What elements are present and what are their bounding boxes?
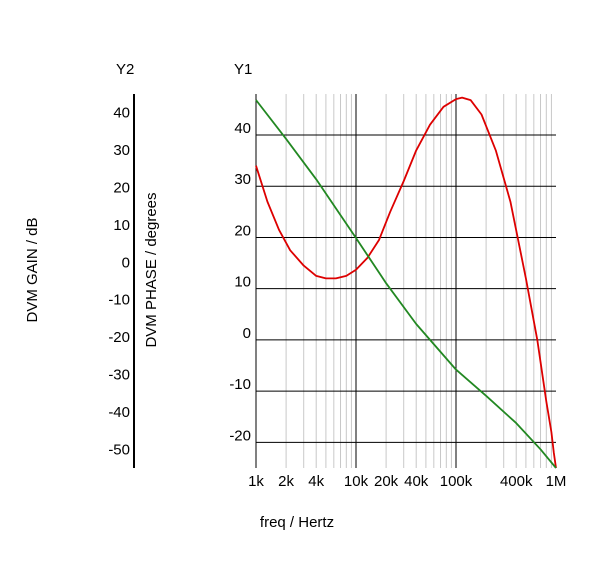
x-tick-label: 10k — [344, 473, 369, 490]
y2-tick-label: -40 — [108, 404, 130, 421]
x-tick-label: 1M — [546, 473, 567, 490]
y1-tick-labels: 40 30 20 10 0 -10 -20 — [229, 120, 251, 444]
y2-axis-label: DVM PHASE / degrees — [143, 192, 160, 347]
y2-tick-label: 30 — [113, 142, 130, 159]
y2-tick-label: -20 — [108, 329, 130, 346]
x-tick-label: 400k — [500, 473, 533, 490]
y1-tick-label: 20 — [234, 222, 251, 239]
x-tick-label: 2k — [278, 473, 294, 490]
y1-tick-label: -10 — [229, 376, 251, 393]
y1-axis-title: Y1 — [234, 61, 252, 78]
x-axis-label: freq / Hertz — [260, 514, 334, 531]
phase-series-line — [255, 99, 557, 469]
y2-tick-label: -30 — [108, 367, 130, 384]
x-tick-labels: 1k 2k 4k 10k 20k 40k 100k 400k 1M — [248, 473, 566, 490]
y2-tick-label: -50 — [108, 441, 130, 458]
y1-tick-label: 40 — [234, 120, 251, 137]
y1-tick-label: 0 — [243, 325, 251, 342]
x-tick-label: 4k — [308, 473, 324, 490]
gain-series-line — [255, 96, 557, 469]
y1-axis-label: DVM GAIN / dB — [24, 217, 41, 322]
x-tick-label: 1k — [248, 473, 264, 490]
y1-tick-label: 30 — [234, 171, 251, 188]
x-tick-label: 20k — [374, 473, 399, 490]
y1-tick-label: -20 — [229, 427, 251, 444]
y2-axis-title: Y2 — [116, 61, 134, 78]
x-tick-label: 40k — [404, 473, 429, 490]
y2-tick-label: 10 — [113, 217, 130, 234]
y1-tick-label: 10 — [234, 274, 251, 291]
y2-tick-label: 0 — [122, 254, 130, 271]
y2-tick-label: 20 — [113, 180, 130, 197]
plot-grid — [255, 94, 556, 468]
plot-series — [255, 96, 557, 469]
x-tick-label: 100k — [440, 473, 473, 490]
y2-axis: 40 30 20 10 0 -10 -20 -30 -40 -50 — [108, 94, 135, 468]
y2-tick-label: -10 — [108, 292, 130, 309]
y2-tick-label: 40 — [113, 105, 130, 122]
